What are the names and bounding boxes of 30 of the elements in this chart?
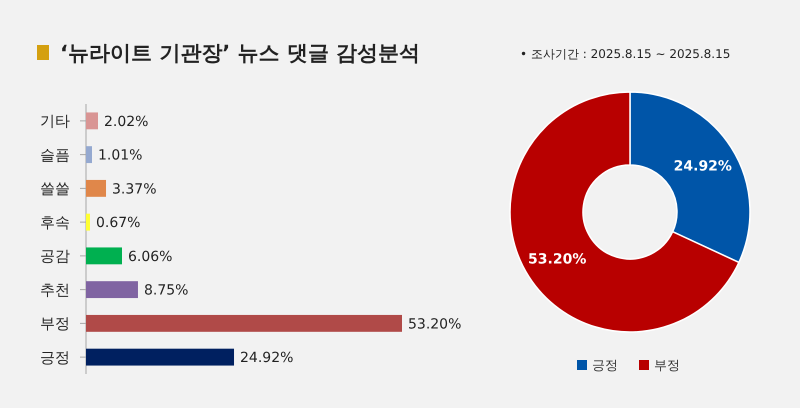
- y-tick-label: 추천: [40, 280, 70, 299]
- y-tick-label: 후속: [40, 213, 70, 232]
- data-label: 53.20%: [408, 316, 462, 332]
- bar: [86, 281, 138, 298]
- data-label: 8.75%: [144, 282, 188, 299]
- text: • 조사기간 : 2025.8.15 ~ 2025.8.15: [520, 47, 730, 61]
- bar: [86, 247, 122, 264]
- data-label: 0.67%: [96, 215, 140, 232]
- bar: [86, 314, 402, 332]
- data-label: 24.92%: [240, 350, 294, 366]
- y-tick-label: 슬픔: [40, 146, 70, 164]
- y-tick-label: 쓸쓸: [40, 180, 70, 198]
- bar: [86, 146, 92, 164]
- bar: [86, 348, 234, 366]
- data-label: 1.01%: [98, 148, 142, 164]
- y-tick-label: 부정: [40, 314, 70, 333]
- y-tick-label: 긍정: [40, 348, 70, 366]
- bar: [86, 180, 106, 197]
- legend-label: 긍정: [592, 358, 618, 374]
- bar: [86, 214, 90, 231]
- data-label: 3.37%: [112, 181, 156, 198]
- y-tick-label: 공감: [40, 247, 70, 266]
- data-label: 6.06%: [128, 248, 172, 265]
- data-label: 2.02%: [104, 114, 148, 130]
- data-label: 24.92%: [674, 158, 732, 174]
- data-label: 53.20%: [528, 251, 586, 268]
- legend-label: 부정: [654, 358, 680, 374]
- y-tick-label: 기타: [40, 112, 70, 130]
- bar: [86, 112, 98, 130]
- chart-title: ‘뉴라이트 기관장’ 뉴스 댓글 감성분석: [60, 41, 420, 65]
